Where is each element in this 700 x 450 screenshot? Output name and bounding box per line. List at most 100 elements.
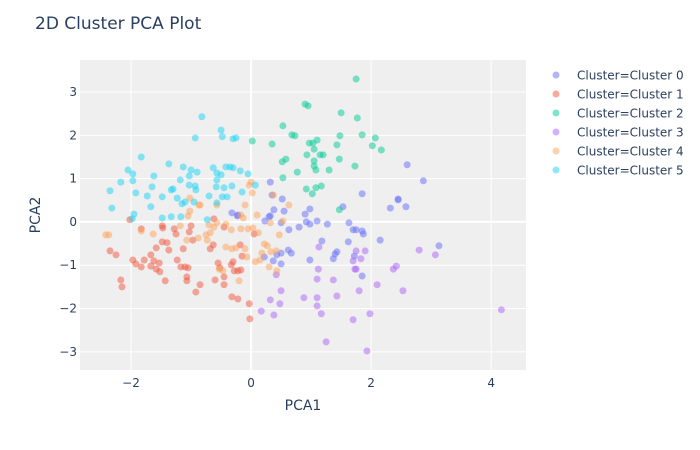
data-point[interactable] (279, 217, 287, 225)
data-point[interactable] (181, 198, 189, 206)
data-point[interactable] (349, 316, 357, 324)
legend-item-cluster-4[interactable]: Cluster=Cluster 4 (552, 145, 684, 159)
data-point[interactable] (232, 244, 240, 252)
data-point[interactable] (209, 164, 217, 172)
data-point[interactable] (243, 253, 251, 261)
data-point[interactable] (301, 210, 309, 218)
data-point[interactable] (152, 244, 160, 252)
data-point[interactable] (165, 160, 173, 168)
data-point[interactable] (265, 213, 273, 221)
data-point[interactable] (189, 236, 197, 244)
data-point[interactable] (177, 213, 185, 221)
data-point[interactable] (265, 263, 273, 271)
data-point[interactable] (394, 195, 402, 203)
data-point[interactable] (172, 230, 180, 238)
data-point[interactable] (333, 292, 341, 300)
data-point[interactable] (415, 246, 423, 254)
data-point[interactable] (192, 288, 200, 296)
data-point[interactable] (128, 215, 136, 223)
data-point[interactable] (143, 192, 151, 200)
data-point[interactable] (317, 182, 325, 190)
data-point[interactable] (314, 265, 322, 273)
data-point[interactable] (359, 230, 367, 238)
data-point[interactable] (277, 287, 285, 295)
data-point[interactable] (219, 267, 227, 275)
data-point[interactable] (173, 256, 181, 264)
data-point[interactable] (306, 205, 314, 213)
data-point[interactable] (352, 247, 360, 255)
data-point[interactable] (245, 300, 253, 308)
data-point[interactable] (190, 198, 198, 206)
data-point[interactable] (349, 257, 357, 265)
data-point[interactable] (313, 217, 321, 225)
data-point[interactable] (238, 188, 246, 196)
data-point[interactable] (183, 236, 191, 244)
data-point[interactable] (358, 272, 366, 280)
data-point[interactable] (254, 229, 262, 237)
data-point[interactable] (211, 276, 219, 284)
data-point[interactable] (222, 243, 230, 251)
data-point[interactable] (303, 151, 311, 159)
data-point[interactable] (376, 236, 384, 244)
data-point[interactable] (149, 230, 157, 238)
legend-item-cluster-3[interactable]: Cluster=Cluster 3 (552, 126, 684, 140)
data-point[interactable] (237, 266, 245, 274)
data-point[interactable] (329, 276, 337, 284)
data-point[interactable] (344, 238, 352, 246)
data-point[interactable] (163, 239, 171, 247)
data-point[interactable] (185, 181, 193, 189)
data-point[interactable] (280, 207, 288, 215)
legend-item-cluster-0[interactable]: Cluster=Cluster 0 (552, 69, 684, 83)
data-point[interactable] (137, 153, 145, 161)
data-point[interactable] (156, 268, 164, 276)
data-point[interactable] (266, 296, 274, 304)
data-point[interactable] (150, 257, 158, 265)
data-point[interactable] (310, 157, 318, 165)
data-point[interactable] (147, 251, 155, 259)
data-point[interactable] (220, 281, 228, 289)
data-point[interactable] (150, 172, 158, 180)
data-point[interactable] (371, 134, 379, 142)
data-point[interactable] (336, 132, 344, 140)
data-point[interactable] (291, 132, 299, 140)
data-point[interactable] (318, 237, 326, 245)
data-point[interactable] (357, 255, 365, 263)
data-point[interactable] (285, 201, 293, 209)
data-point[interactable] (377, 146, 385, 154)
data-point[interactable] (132, 260, 140, 268)
data-point[interactable] (308, 190, 316, 198)
data-point[interactable] (217, 171, 225, 179)
data-point[interactable] (266, 178, 274, 186)
data-point[interactable] (158, 214, 166, 222)
data-point[interactable] (403, 161, 411, 169)
data-point[interactable] (212, 183, 220, 191)
data-point[interactable] (363, 347, 371, 355)
data-point[interactable] (352, 75, 360, 83)
data-point[interactable] (322, 338, 330, 346)
data-point[interactable] (213, 176, 221, 184)
data-point[interactable] (435, 242, 443, 250)
data-point[interactable] (337, 109, 345, 117)
data-point[interactable] (251, 181, 259, 189)
data-point[interactable] (176, 176, 184, 184)
data-point[interactable] (497, 306, 505, 314)
data-point[interactable] (361, 247, 369, 255)
data-point[interactable] (186, 207, 194, 215)
data-point[interactable] (270, 311, 278, 319)
data-point[interactable] (257, 307, 265, 315)
data-point[interactable] (345, 219, 353, 227)
data-point[interactable] (249, 224, 257, 232)
data-point[interactable] (351, 162, 359, 170)
data-point[interactable] (269, 191, 277, 199)
data-point[interactable] (368, 142, 376, 150)
data-point[interactable] (185, 172, 193, 180)
data-point[interactable] (258, 249, 266, 257)
data-point[interactable] (187, 166, 195, 174)
data-point[interactable] (323, 220, 331, 228)
data-point[interactable] (158, 193, 166, 201)
data-point[interactable] (203, 216, 211, 224)
data-point[interactable] (244, 170, 252, 178)
data-point[interactable] (248, 137, 256, 145)
data-point[interactable] (183, 277, 191, 285)
data-point[interactable] (206, 229, 214, 237)
